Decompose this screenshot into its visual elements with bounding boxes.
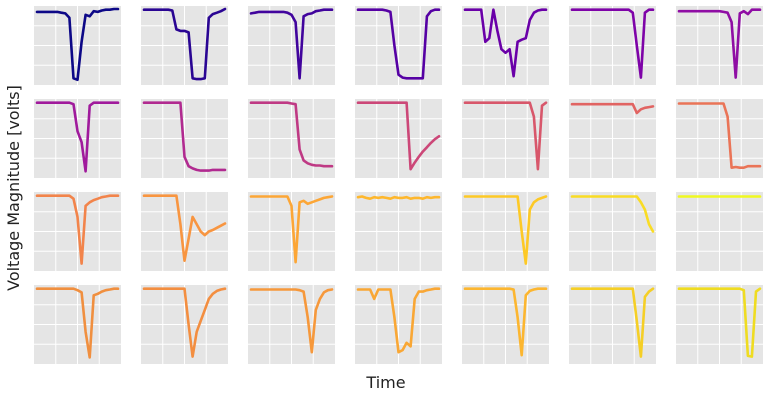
series-line-12: [463, 101, 548, 171]
series-line-13: [570, 102, 655, 115]
series-line-10: [249, 101, 334, 168]
series-line-28: [677, 287, 762, 358]
series-line-25: [356, 287, 441, 354]
series-line-6: [570, 8, 655, 79]
series-line-19: [463, 195, 548, 265]
series-line-15: [35, 194, 120, 265]
y-axis-label: Voltage Magnitude [volts]: [4, 85, 23, 291]
series-line-9: [142, 101, 227, 172]
series-line-22: [35, 287, 120, 359]
series-line-24: [249, 288, 334, 354]
series-line-20: [570, 195, 655, 233]
series-line-23: [142, 287, 227, 358]
series-line-1: [35, 7, 120, 82]
series-line-14: [677, 102, 762, 169]
series-line-18: [356, 195, 441, 200]
series-line-11: [356, 101, 441, 171]
series-line-5: [463, 8, 548, 78]
series-line-4: [356, 8, 441, 80]
series-line-2: [142, 7, 227, 81]
series-line-26: [463, 287, 548, 357]
x-axis-label: Time: [365, 373, 405, 392]
series-line-16: [142, 194, 227, 263]
series-line-8: [35, 101, 120, 173]
series-line-7: [677, 8, 762, 79]
series-line-3: [249, 8, 334, 80]
panel-grid: [34, 6, 763, 364]
series-line-17: [249, 195, 334, 264]
series-line-27: [570, 287, 655, 358]
